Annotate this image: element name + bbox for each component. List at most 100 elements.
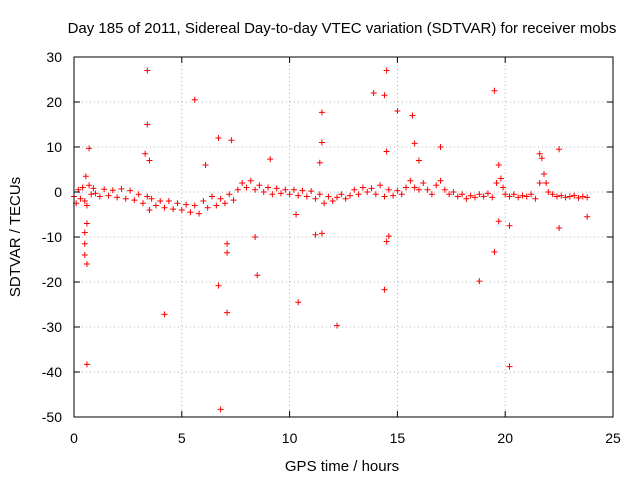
- data-point: [312, 231, 319, 238]
- data-point: [252, 186, 259, 193]
- data-point: [183, 201, 190, 208]
- data-point: [495, 162, 502, 168]
- data-point: [403, 184, 410, 191]
- data-point: [411, 184, 418, 191]
- data-point: [428, 191, 435, 198]
- data-point: [81, 229, 88, 236]
- data-point: [500, 184, 507, 191]
- data-point: [342, 195, 349, 202]
- data-point: [318, 230, 325, 237]
- data-point: [543, 180, 550, 186]
- data-point: [81, 240, 88, 247]
- data-point: [83, 361, 90, 368]
- data-point: [506, 193, 513, 200]
- data-point: [273, 185, 280, 192]
- data-point: [359, 184, 366, 191]
- data-point: [161, 204, 168, 211]
- data-point: [191, 202, 198, 209]
- data-point: [383, 148, 390, 155]
- x-tick-label: 10: [282, 430, 298, 446]
- data-point: [109, 187, 116, 194]
- data-point: [385, 186, 392, 193]
- data-point: [161, 311, 168, 318]
- data-point: [81, 198, 88, 204]
- data-point: [476, 191, 483, 198]
- data-point: [459, 191, 466, 198]
- data-point: [394, 187, 401, 194]
- data-point: [127, 187, 134, 194]
- data-point: [221, 200, 228, 207]
- data-point: [566, 193, 573, 200]
- data-point: [329, 198, 336, 204]
- data-point: [489, 194, 496, 201]
- y-tick-label: -10: [42, 229, 62, 245]
- data-point: [267, 156, 274, 163]
- data-point: [553, 193, 560, 200]
- data-point: [82, 173, 89, 180]
- data-point: [77, 195, 84, 202]
- data-point: [394, 108, 401, 114]
- data-point: [368, 185, 375, 192]
- data-point: [472, 194, 479, 201]
- data-point: [506, 363, 513, 370]
- data-point: [407, 177, 414, 184]
- data-point: [122, 195, 129, 202]
- data-point: [370, 90, 377, 96]
- x-tick-label: 15: [390, 430, 406, 446]
- data-point: [299, 187, 306, 194]
- data-point: [556, 225, 563, 231]
- y-tick-label: 20: [46, 94, 62, 110]
- data-point: [562, 194, 569, 201]
- data-point: [318, 139, 325, 146]
- data-point: [144, 67, 151, 74]
- data-point: [88, 191, 95, 198]
- data-point: [286, 191, 293, 198]
- data-point: [463, 195, 470, 202]
- x-tick-label: 25: [605, 430, 621, 446]
- data-point: [450, 189, 457, 195]
- data-point: [208, 193, 215, 200]
- data-point: [381, 193, 388, 200]
- data-point: [224, 249, 231, 256]
- data-point: [541, 171, 548, 177]
- data-point: [497, 175, 504, 182]
- data-point: [146, 207, 153, 213]
- data-point: [316, 159, 323, 166]
- data-point: [142, 150, 149, 157]
- data-point: [118, 185, 125, 192]
- data-point: [437, 144, 444, 150]
- data-point: [415, 186, 422, 193]
- data-point: [528, 191, 535, 198]
- data-point: [372, 191, 379, 198]
- data-point: [495, 218, 502, 225]
- data-point: [532, 195, 539, 202]
- data-point: [545, 189, 552, 195]
- data-point: [308, 188, 315, 195]
- data-point: [437, 177, 444, 184]
- data-point: [170, 206, 177, 213]
- data-point: [506, 222, 513, 229]
- data-point: [79, 184, 86, 191]
- data-point: [377, 182, 384, 189]
- data-point: [558, 192, 565, 199]
- data-point: [114, 194, 121, 201]
- data-point: [269, 191, 276, 198]
- data-point: [228, 137, 235, 144]
- data-point: [409, 112, 416, 119]
- data-point: [334, 322, 341, 329]
- data-point: [575, 194, 582, 201]
- data-point: [398, 191, 405, 198]
- data-point: [265, 184, 272, 191]
- data-point: [139, 200, 146, 207]
- data-point: [510, 191, 517, 198]
- data-point: [90, 185, 97, 192]
- data-point: [476, 278, 483, 285]
- data-point: [293, 211, 300, 218]
- data-point: [83, 261, 90, 267]
- data-point: [536, 150, 543, 157]
- data-point: [290, 186, 297, 193]
- data-point: [144, 193, 151, 200]
- data-point: [144, 121, 151, 128]
- data-point: [81, 252, 88, 258]
